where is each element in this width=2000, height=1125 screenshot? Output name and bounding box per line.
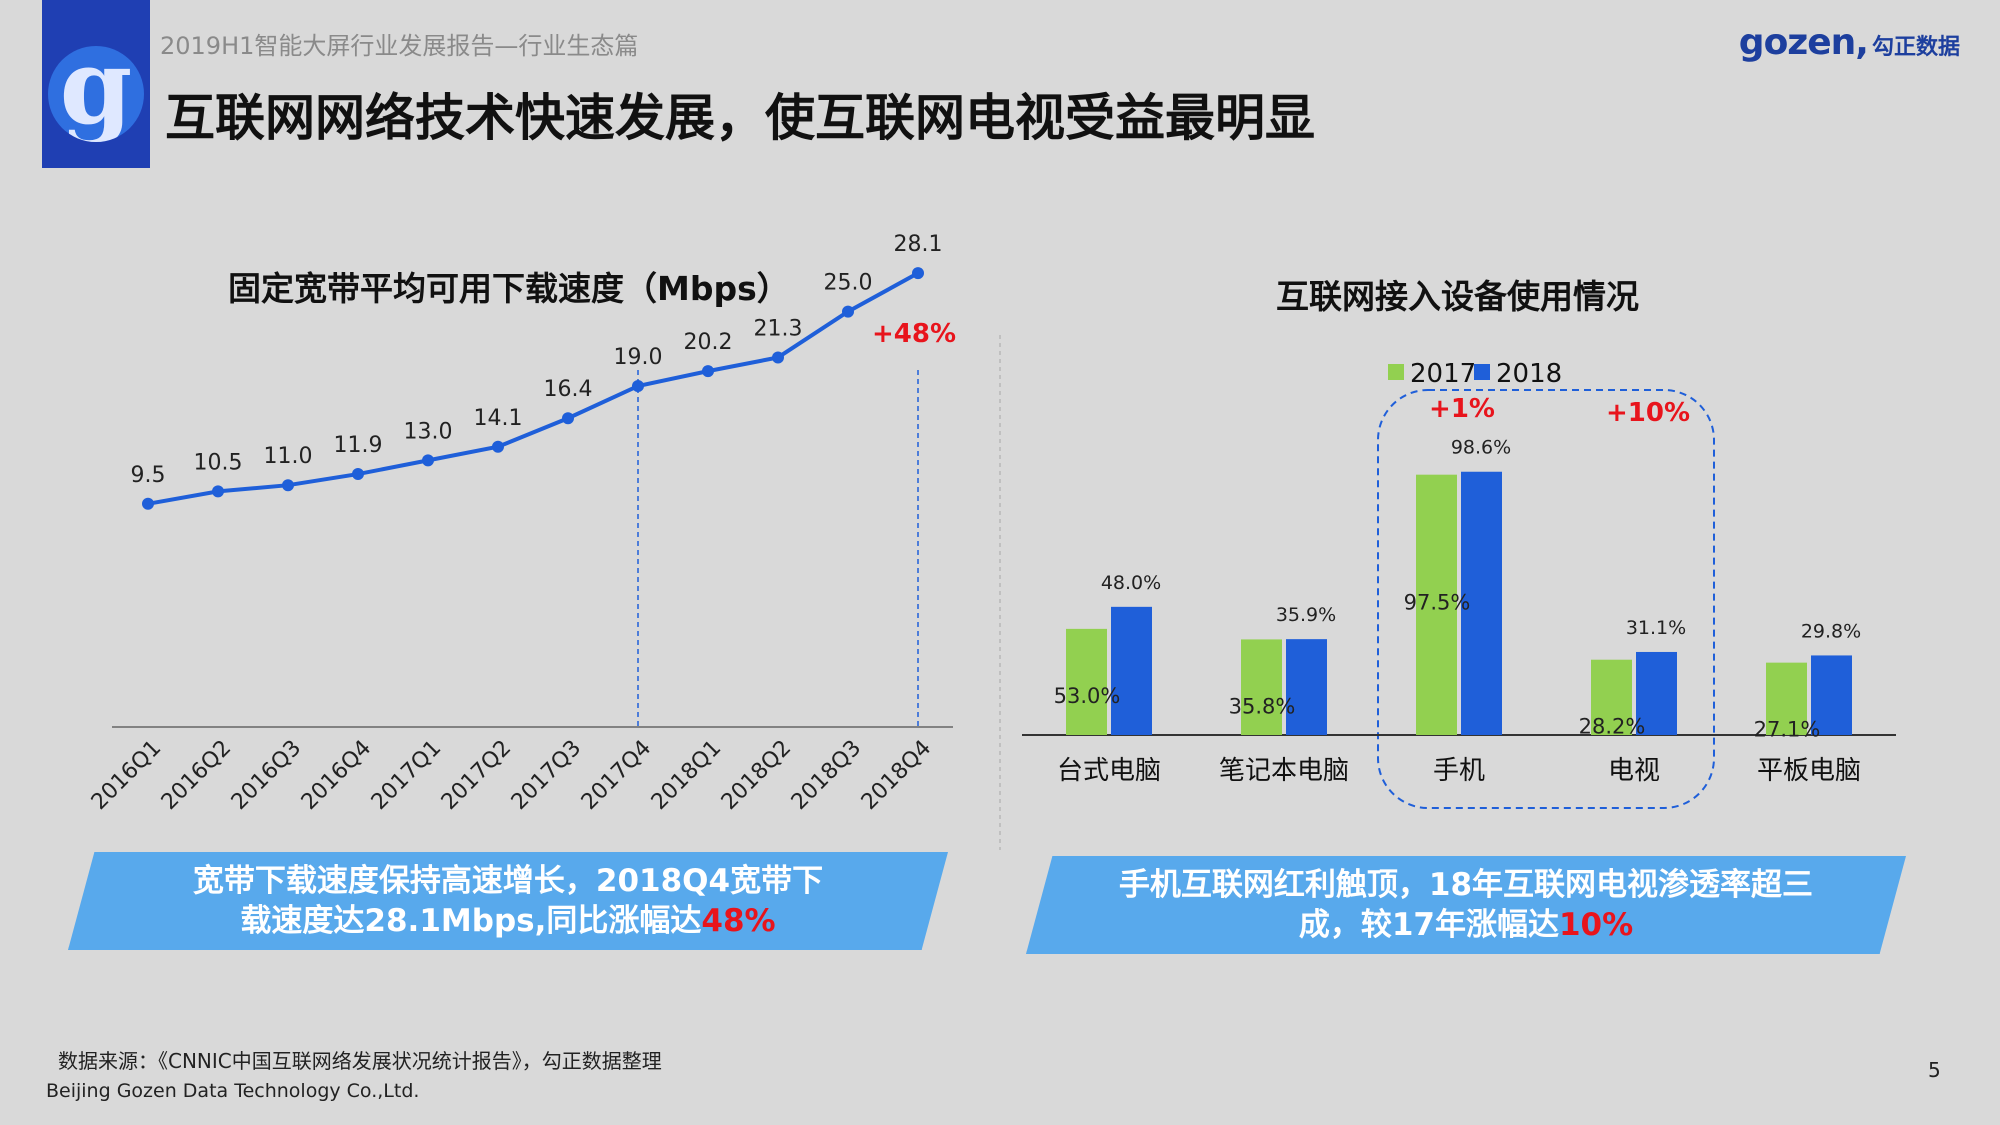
line-value-label: 9.5 — [131, 463, 166, 488]
line-tick-label: 2016Q4 — [297, 736, 376, 815]
bar-value-label-2017: 97.5% — [1404, 591, 1471, 615]
line-point-2017q2 — [492, 440, 504, 453]
line-tick-label: 2017Q1 — [367, 736, 446, 815]
right-summary-text: 手机互联网红利触顶，18年互联网电视渗透率超三成，较17年涨幅达 — [1118, 867, 1814, 943]
line-tick-label: 2017Q4 — [577, 736, 656, 815]
line-point-2018q2 — [772, 351, 784, 364]
line-tick-label: 2016Q1 — [87, 736, 166, 815]
line-value-label: 10.5 — [194, 450, 243, 475]
bar-2017-0 — [1066, 628, 1107, 735]
bar-category-label: 笔记本电脑 — [1218, 756, 1350, 786]
brand-logo: gozen, 勾正数据 — [1739, 22, 1960, 63]
line-point-2016q2 — [212, 485, 224, 498]
bar-category-label: 电视 — [1607, 756, 1661, 786]
page-title: 互联网网络技术快速发展，使互联网电视受益最明显 — [165, 89, 1315, 147]
logo-block: g — [42, 0, 150, 168]
brand-latin: gozen, — [1738, 22, 1869, 63]
right-summary-banner: 手机互联网红利触顶，18年互联网电视渗透率超三成，较17年涨幅达10% — [1026, 856, 1906, 954]
line-point-2018q1 — [702, 365, 714, 378]
page-number: 5 — [1928, 1058, 1941, 1082]
line-chart-title: 固定宽带平均可用下载速度（Mbps） — [228, 269, 790, 308]
line-tick-label: 2016Q2 — [157, 736, 236, 815]
bar-2017-2 — [1416, 474, 1457, 735]
line-value-label: 14.1 — [474, 406, 523, 431]
line-tick-label: 2017Q2 — [437, 736, 516, 815]
line-point-2017q4 — [632, 380, 644, 392]
line-point-2016q4 — [352, 468, 364, 481]
line-value-label: 21.3 — [754, 316, 803, 341]
right-summary-highlight: 10% — [1558, 907, 1634, 943]
bar-category-label: 手机 — [1432, 756, 1486, 786]
bar-value-label-2017: 53.0% — [1054, 684, 1121, 708]
line-tick-label: 2018Q3 — [787, 736, 866, 815]
line-value-label: 25.0 — [824, 271, 873, 296]
bar-2018-3 — [1636, 651, 1677, 735]
bar-category-label: 台式电脑 — [1056, 756, 1162, 786]
line-point-2017q3 — [562, 412, 574, 425]
line-value-label: 11.0 — [264, 444, 313, 469]
line-point-2017q1 — [422, 454, 434, 467]
line-tick-label: 2017Q3 — [507, 736, 586, 815]
logo-icon: g — [48, 46, 144, 142]
report-subtitle: 2019H1智能大屏行业发展报告—行业生态篇 — [160, 32, 639, 60]
line-point-2016q1 — [142, 497, 154, 510]
line-value-label: 16.4 — [544, 377, 593, 402]
bar-value-label-2018: 98.6% — [1451, 437, 1511, 459]
bar-2017-3 — [1591, 659, 1632, 735]
brand-cn: 勾正数据 — [1871, 35, 1960, 60]
left-summary-highlight: 48% — [701, 903, 776, 939]
legend-swatch-2017 — [1388, 364, 1404, 380]
legend-label-2017: 2017 — [1410, 359, 1476, 389]
line-value-label: 13.0 — [404, 419, 453, 444]
line-value-label: 19.0 — [614, 345, 663, 370]
line-point-2018q4 — [912, 267, 924, 280]
bar-chart-title: 互联网接入设备使用情况 — [1276, 277, 1639, 316]
bar-value-label-2018: 31.1% — [1626, 617, 1686, 639]
line-value-label: 28.1 — [894, 232, 943, 257]
line-value-label: 11.9 — [334, 433, 383, 458]
bar-2017-1 — [1241, 639, 1282, 735]
bar-2018-1 — [1286, 639, 1327, 735]
data-source: 数据来源：《CNNIC中国互联网络发展状况统计报告》，勾正数据整理 — [58, 1049, 662, 1073]
bar-value-label-2018: 35.9% — [1276, 604, 1336, 626]
line-tick-label: 2018Q2 — [717, 736, 796, 815]
legend-swatch-2018 — [1474, 364, 1490, 380]
line-point-2018q3 — [842, 305, 854, 318]
bar-value-label-2018: 29.8% — [1801, 620, 1861, 642]
line-value-label: 20.2 — [684, 330, 733, 355]
company-name: Beijing Gozen Data Technology Co.,Ltd. — [46, 1080, 420, 1102]
bar-2018-4 — [1811, 655, 1852, 735]
bar-value-label-2017: 28.2% — [1579, 715, 1646, 739]
bar-value-label-2017: 35.8% — [1229, 694, 1296, 718]
line-tick-label: 2018Q1 — [647, 736, 726, 815]
bar-value-label-2018: 48.0% — [1101, 572, 1161, 594]
bar-chart: 53.0% 48.0% 35.8% 35.9% 97.5% 98.6% 28.2% 31.1%… — [1022, 359, 1896, 809]
highlight-box — [1377, 389, 1715, 809]
bar-category-label: 平板电脑 — [1756, 756, 1862, 786]
left-summary-text: 宽带下载速度保持高速增长，2018Q4宽带下载速度达28.1Mbps,同比涨幅达 — [192, 863, 824, 939]
bar-2017-4 — [1766, 662, 1807, 735]
left-summary-banner: 宽带下载速度保持高速增长，2018Q4宽带下载速度达28.1Mbps,同比涨幅达… — [68, 852, 948, 950]
growth-annotation-10: +10% — [1606, 398, 1690, 428]
growth-annotation-1: +1% — [1429, 394, 1495, 424]
bar-2018-2 — [1461, 471, 1502, 735]
line-chart: 9.5 10.5 11.0 11.9 13.0 14.1 16.4 19.0 20.2 21.3 2… — [87, 232, 956, 815]
legend-label-2018: 2018 — [1496, 359, 1562, 389]
speed-series-line — [147, 271, 919, 506]
growth-annotation-48: +48% — [872, 319, 956, 349]
bar-value-label-2017: 27.1% — [1754, 718, 1821, 742]
line-tick-label: 2016Q3 — [227, 736, 306, 815]
line-point-2016q3 — [282, 479, 294, 492]
bar-2018-0 — [1111, 606, 1152, 735]
line-tick-label: 2018Q4 — [857, 736, 936, 815]
